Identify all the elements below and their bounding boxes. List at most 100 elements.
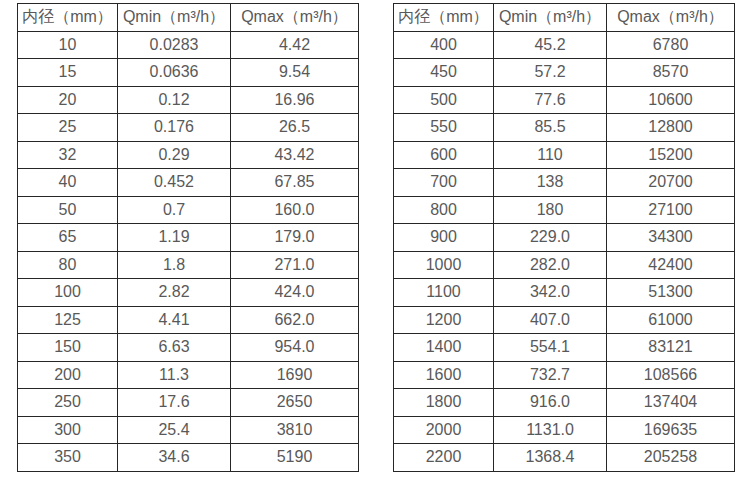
- cell-diameter: 1400: [394, 334, 494, 362]
- cell-qmin: 2.82: [118, 279, 231, 307]
- cell-qmax: 137404: [607, 389, 735, 417]
- cell-qmax: 34300: [607, 224, 735, 252]
- table-body: 40045.2678045057.2857050077.61060055085.…: [394, 31, 735, 471]
- cell-qmin: 180: [494, 196, 607, 224]
- cell-diameter: 15: [18, 59, 118, 87]
- cell-diameter: 900: [394, 224, 494, 252]
- flow-table-right: 内径（mm）Qmin（m³/h）Qmax（m³/h） 40045.2678045…: [393, 3, 735, 472]
- table-row: 1254.41662.0: [18, 306, 359, 334]
- cell-diameter: 150: [18, 334, 118, 362]
- header-diameter: 内径（mm）: [394, 4, 494, 32]
- cell-qmin: 85.5: [494, 114, 607, 142]
- table-row: 200.1216.96: [18, 86, 359, 114]
- cell-qmax: 4.42: [231, 31, 359, 59]
- cell-qmin: 1.8: [118, 251, 231, 279]
- cell-diameter: 300: [18, 416, 118, 444]
- cell-qmax: 16.96: [231, 86, 359, 114]
- cell-diameter: 10: [18, 31, 118, 59]
- table-row: 801.8271.0: [18, 251, 359, 279]
- cell-qmax: 108566: [607, 361, 735, 389]
- cell-qmin: 342.0: [494, 279, 607, 307]
- cell-qmax: 83121: [607, 334, 735, 362]
- cell-qmax: 6780: [607, 31, 735, 59]
- table-row: 500.7160.0: [18, 196, 359, 224]
- table-row: 1600732.7108566: [394, 361, 735, 389]
- cell-qmin: 6.63: [118, 334, 231, 362]
- cell-qmax: 43.42: [231, 141, 359, 169]
- cell-diameter: 700: [394, 169, 494, 197]
- table-row: 60011015200: [394, 141, 735, 169]
- table-row: 70013820700: [394, 169, 735, 197]
- cell-diameter: 800: [394, 196, 494, 224]
- cell-diameter: 450: [394, 59, 494, 87]
- table-row: 80018027100: [394, 196, 735, 224]
- cell-qmin: 110: [494, 141, 607, 169]
- cell-qmin: 25.4: [118, 416, 231, 444]
- cell-diameter: 1100: [394, 279, 494, 307]
- header-diameter: 内径（mm）: [18, 4, 118, 32]
- cell-qmax: 205258: [607, 444, 735, 472]
- header-qmax: Qmax（m³/h）: [231, 4, 359, 32]
- cell-qmax: 2650: [231, 389, 359, 417]
- table-row: 1400554.183121: [394, 334, 735, 362]
- cell-qmin: 0.0283: [118, 31, 231, 59]
- header-row: 内径（mm）Qmin（m³/h）Qmax（m³/h）: [18, 4, 359, 32]
- cell-diameter: 2200: [394, 444, 494, 472]
- cell-diameter: 2000: [394, 416, 494, 444]
- flow-rate-tables: 内径（mm）Qmin（m³/h）Qmax（m³/h） 100.02834.421…: [0, 0, 750, 472]
- table-row: 55085.512800: [394, 114, 735, 142]
- cell-qmax: 662.0: [231, 306, 359, 334]
- cell-qmin: 1131.0: [494, 416, 607, 444]
- flow-table-left: 内径（mm）Qmin（m³/h）Qmax（m³/h） 100.02834.421…: [17, 3, 359, 472]
- cell-diameter: 1600: [394, 361, 494, 389]
- cell-qmax: 179.0: [231, 224, 359, 252]
- cell-diameter: 600: [394, 141, 494, 169]
- cell-qmin: 0.0636: [118, 59, 231, 87]
- cell-diameter: 400: [394, 31, 494, 59]
- cell-diameter: 250: [18, 389, 118, 417]
- table-body: 100.02834.42150.06369.54200.1216.96250.1…: [18, 31, 359, 471]
- table-row: 1506.63954.0: [18, 334, 359, 362]
- table-row: 1000282.042400: [394, 251, 735, 279]
- cell-qmin: 0.29: [118, 141, 231, 169]
- cell-diameter: 500: [394, 86, 494, 114]
- cell-diameter: 100: [18, 279, 118, 307]
- cell-qmin: 0.12: [118, 86, 231, 114]
- cell-qmax: 10600: [607, 86, 735, 114]
- header-qmax: Qmax（m³/h）: [607, 4, 735, 32]
- cell-qmax: 42400: [607, 251, 735, 279]
- cell-qmax: 160.0: [231, 196, 359, 224]
- cell-qmin: 554.1: [494, 334, 607, 362]
- table-row: 20011.31690: [18, 361, 359, 389]
- cell-diameter: 350: [18, 444, 118, 472]
- cell-qmax: 424.0: [231, 279, 359, 307]
- cell-diameter: 65: [18, 224, 118, 252]
- cell-qmin: 1.19: [118, 224, 231, 252]
- table-row: 150.06369.54: [18, 59, 359, 87]
- cell-qmin: 0.7: [118, 196, 231, 224]
- table-row: 50077.610600: [394, 86, 735, 114]
- table-row: 100.02834.42: [18, 31, 359, 59]
- cell-diameter: 25: [18, 114, 118, 142]
- cell-qmax: 1690: [231, 361, 359, 389]
- header-qmin: Qmin（m³/h）: [494, 4, 607, 32]
- cell-qmax: 271.0: [231, 251, 359, 279]
- table-row: 25017.62650: [18, 389, 359, 417]
- table-row: 30025.43810: [18, 416, 359, 444]
- cell-qmax: 12800: [607, 114, 735, 142]
- cell-qmax: 67.85: [231, 169, 359, 197]
- table-row: 45057.28570: [394, 59, 735, 87]
- cell-diameter: 125: [18, 306, 118, 334]
- table-row: 1200407.061000: [394, 306, 735, 334]
- cell-qmin: 282.0: [494, 251, 607, 279]
- cell-qmax: 20700: [607, 169, 735, 197]
- cell-qmax: 27100: [607, 196, 735, 224]
- table-row: 1100342.051300: [394, 279, 735, 307]
- cell-diameter: 80: [18, 251, 118, 279]
- table-row: 651.19179.0: [18, 224, 359, 252]
- table-row: 20001131.0169635: [394, 416, 735, 444]
- cell-qmin: 1368.4: [494, 444, 607, 472]
- cell-qmin: 11.3: [118, 361, 231, 389]
- cell-diameter: 32: [18, 141, 118, 169]
- cell-qmin: 138: [494, 169, 607, 197]
